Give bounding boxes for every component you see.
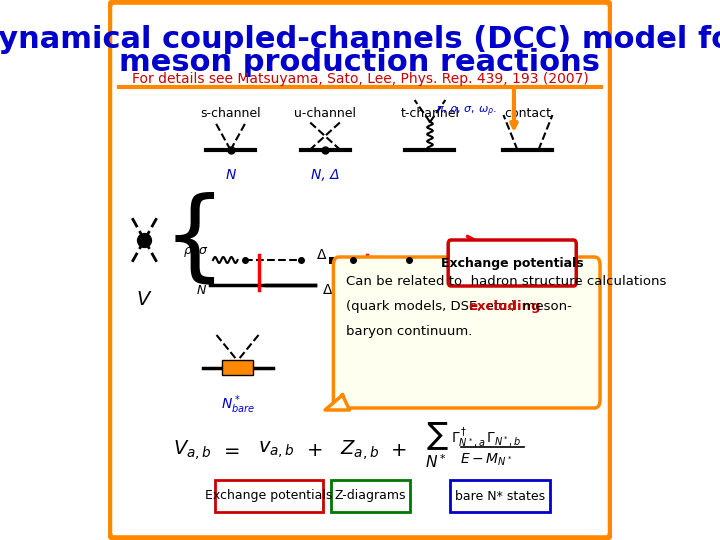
Text: Can be related to  hadron structure calculations: Can be related to hadron structure calcu… — [346, 275, 667, 288]
Text: $\rho$, $\sigma$: $\rho$, $\sigma$ — [184, 245, 210, 259]
Text: excluding: excluding — [469, 300, 541, 313]
Text: $=$: $=$ — [220, 441, 240, 460]
Text: s-channel: s-channel — [200, 107, 261, 120]
Text: $\Delta$: $\Delta$ — [426, 288, 438, 302]
Text: Exchange potentials: Exchange potentials — [441, 256, 583, 269]
Text: $\pi$, $\rho$, $\sigma$, $\omega_\rho$.: $\pi$, $\rho$, $\sigma$, $\omega_\rho$. — [436, 105, 497, 119]
Text: V: V — [136, 290, 150, 309]
FancyBboxPatch shape — [333, 257, 600, 408]
Text: $Z_{a,b}$: $Z_{a,b}$ — [341, 438, 379, 462]
Polygon shape — [325, 395, 349, 410]
Text: bare N* states: bare N* states — [455, 489, 545, 503]
Text: N: N — [372, 272, 382, 285]
Text: $\sum_{N^*}$: $\sum_{N^*}$ — [426, 420, 449, 470]
Text: Exchange potentials: Exchange potentials — [205, 489, 333, 503]
Text: baryon continuum.: baryon continuum. — [346, 325, 472, 338]
Text: {: { — [163, 192, 226, 288]
Text: $N^*_{bare}$: $N^*_{bare}$ — [220, 393, 255, 416]
Text: N: N — [197, 284, 206, 296]
Text: For details see Matsuyama, Sato, Lee, Phys. Rep. 439, 193 (2007): For details see Matsuyama, Sato, Lee, Ph… — [132, 72, 588, 86]
Text: $\Delta$: $\Delta$ — [316, 248, 327, 262]
Text: $\Delta$: $\Delta$ — [322, 283, 333, 297]
FancyBboxPatch shape — [109, 2, 611, 538]
Text: N, Δ: N, Δ — [311, 168, 339, 182]
Text: $\Gamma^\dagger_{N^*,a}\,\Gamma_{N^*,b}$: $\Gamma^\dagger_{N^*,a}\,\Gamma_{N^*,b}$ — [451, 425, 521, 451]
Text: $E - M_{N^*}$: $E - M_{N^*}$ — [460, 452, 512, 468]
Text: $v_{a,b}$: $v_{a,b}$ — [258, 440, 294, 461]
Text: contact: contact — [505, 107, 552, 120]
Text: meson production reactions: meson production reactions — [120, 48, 600, 77]
Text: N: N — [225, 168, 235, 182]
Text: u-channel: u-channel — [294, 107, 356, 120]
Text: t-channel: t-channel — [400, 107, 459, 120]
FancyBboxPatch shape — [222, 360, 253, 375]
Text: $+$: $+$ — [390, 441, 407, 460]
Text: $+$: $+$ — [306, 441, 323, 460]
Text: (quark models, DSE, etc.): (quark models, DSE, etc.) — [346, 300, 524, 313]
FancyBboxPatch shape — [330, 480, 410, 512]
FancyBboxPatch shape — [215, 480, 323, 512]
Text: Z-diagrams: Z-diagrams — [335, 489, 406, 503]
Text: Dynamical coupled-channels (DCC) model for: Dynamical coupled-channels (DCC) model f… — [0, 25, 720, 54]
FancyBboxPatch shape — [448, 240, 576, 286]
FancyBboxPatch shape — [449, 480, 550, 512]
Text: meson-: meson- — [514, 300, 572, 313]
Text: $V_{a,b}$: $V_{a,b}$ — [173, 438, 212, 462]
